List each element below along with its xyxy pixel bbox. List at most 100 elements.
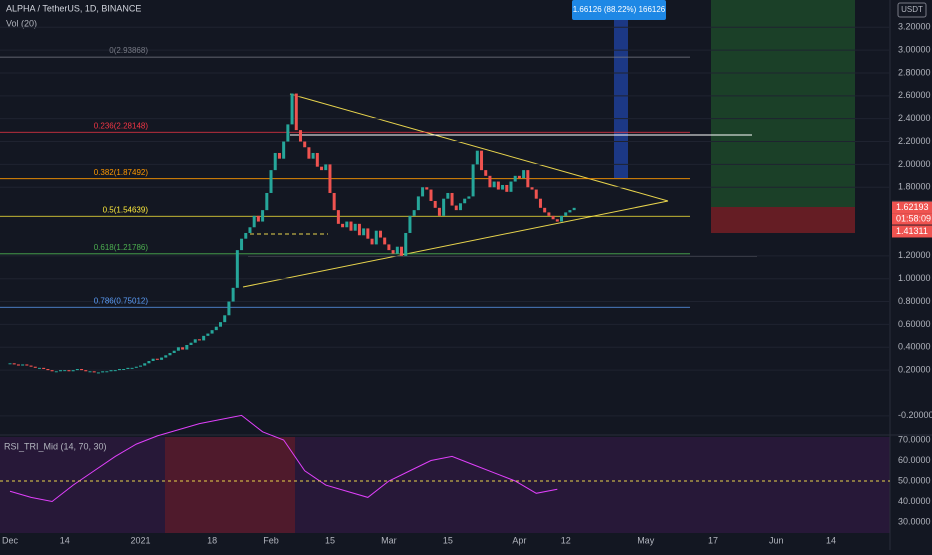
measure-box[interactable] — [572, 0, 666, 20]
date-label: Jun — [769, 535, 784, 545]
candle — [543, 207, 547, 213]
candle — [282, 141, 286, 159]
triangle-upper — [289, 93, 669, 202]
candle — [345, 221, 349, 228]
measure-bar — [614, 12, 628, 178]
date-label: 15 — [325, 535, 335, 545]
candle — [538, 198, 542, 208]
candle — [450, 192, 454, 206]
currency-button[interactable] — [897, 2, 927, 18]
candle — [134, 366, 138, 368]
date-label: Dec — [2, 535, 19, 545]
candle — [235, 250, 239, 288]
price-label: 1.00000 — [898, 273, 931, 283]
rsi-line — [9, 414, 558, 503]
candle — [400, 246, 404, 256]
candle — [117, 368, 121, 371]
candle — [378, 230, 382, 238]
candle — [488, 175, 492, 188]
candle — [560, 215, 564, 222]
candle — [349, 221, 353, 231]
candle — [362, 228, 366, 236]
candle — [332, 192, 336, 211]
candle — [33, 366, 37, 368]
price-label: -0.20000 — [898, 410, 932, 420]
candle — [206, 333, 210, 336]
candle — [517, 175, 521, 179]
candle — [269, 170, 273, 193]
candle — [555, 219, 559, 222]
candle — [256, 215, 260, 222]
candle — [412, 210, 416, 216]
candle — [197, 339, 201, 341]
candle — [534, 189, 538, 199]
candle — [143, 363, 147, 366]
rsi-axis-label: 60.0000 — [898, 455, 931, 465]
candle — [277, 152, 281, 159]
candle — [54, 371, 58, 373]
candle — [454, 205, 458, 211]
candle — [328, 164, 332, 193]
date-label: Mar — [381, 535, 397, 545]
countdown-badge — [892, 213, 932, 225]
date-label: 14 — [826, 535, 836, 545]
candle — [501, 184, 505, 190]
candle — [25, 364, 29, 366]
candle — [273, 152, 277, 171]
candle — [463, 198, 467, 204]
candle — [147, 360, 151, 364]
price-label: 2.60000 — [898, 90, 931, 100]
candle — [214, 326, 218, 331]
candle — [244, 232, 248, 239]
candle — [471, 164, 475, 197]
candle — [467, 196, 471, 199]
price-badge-text: 1.41311 — [896, 226, 928, 236]
candle — [8, 363, 12, 365]
candle — [336, 210, 340, 224]
candle — [176, 347, 180, 351]
candle — [122, 368, 126, 370]
candle — [151, 358, 155, 361]
price-label: 2.40000 — [898, 113, 931, 123]
triangle-lower — [242, 200, 669, 288]
candle — [96, 372, 100, 374]
candle — [307, 147, 311, 159]
candle — [12, 363, 16, 365]
candle — [374, 230, 378, 245]
candle — [109, 370, 113, 372]
candle — [387, 244, 391, 251]
candle — [391, 250, 395, 254]
price-badge — [892, 225, 932, 238]
price-label: 0.40000 — [898, 342, 931, 352]
date-label: 2021 — [130, 535, 150, 545]
candle — [231, 287, 235, 302]
candle — [522, 170, 526, 179]
candle — [564, 212, 568, 216]
candle — [210, 330, 214, 334]
candle — [240, 238, 244, 251]
date-label: May — [637, 535, 655, 545]
candle — [92, 371, 96, 373]
candle — [290, 93, 294, 125]
candle — [425, 187, 429, 190]
long-loss-zone — [711, 207, 855, 233]
candle — [530, 187, 534, 190]
price-label: 2.80000 — [898, 67, 931, 77]
candle — [105, 371, 109, 373]
candle — [370, 238, 374, 245]
candle — [227, 301, 231, 316]
candle — [513, 175, 517, 182]
candle — [139, 365, 143, 367]
date-label: Apr — [512, 535, 526, 545]
rsi-axis-label: 40.0000 — [898, 496, 931, 506]
candle — [437, 207, 441, 216]
candle — [172, 350, 176, 353]
candle — [67, 370, 71, 372]
candle — [29, 365, 33, 367]
price-badge — [892, 201, 932, 214]
price-label: 2.20000 — [898, 136, 931, 146]
price-label: 0.80000 — [898, 296, 931, 306]
candle — [416, 196, 420, 211]
candle — [404, 232, 408, 256]
